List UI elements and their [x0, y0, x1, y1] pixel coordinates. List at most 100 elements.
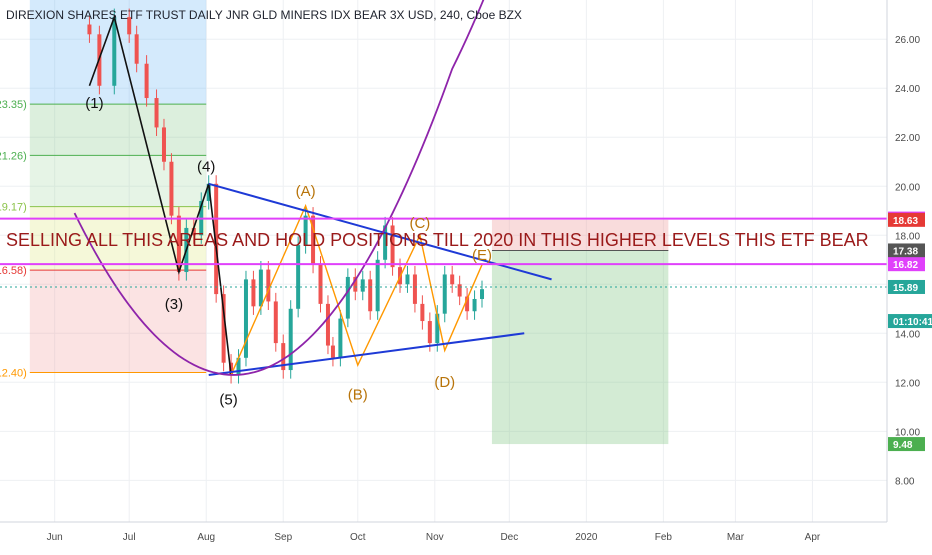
candle-body-22	[266, 269, 271, 302]
price-tag-bg-2	[888, 243, 925, 258]
candle-body-6	[144, 63, 149, 99]
candle-body-12	[191, 227, 196, 236]
wave-label-1: (3)	[165, 296, 183, 313]
x-tick-4: Oct	[350, 532, 366, 543]
candle-body-50	[472, 298, 477, 312]
candle-body-19	[243, 279, 248, 358]
candle-body-14	[206, 183, 211, 201]
y-tick-8: 24.00	[895, 84, 920, 95]
fib-label-3: 0.236(16.58)	[0, 265, 27, 277]
candle-body-18	[236, 357, 241, 375]
candle-body-21	[258, 269, 263, 307]
candle-body-45	[435, 313, 440, 344]
candle-body-30	[325, 303, 330, 346]
price-candles	[87, 8, 485, 384]
candle-body-51	[480, 289, 485, 299]
price-tag-bg-5	[888, 314, 932, 329]
lower-trendline	[208, 332, 525, 376]
x-tick-9: Mar	[727, 532, 745, 543]
price-tag-bg-1	[888, 212, 925, 227]
x-tick-5: Nov	[426, 532, 444, 543]
x-tick-10: Apr	[805, 532, 821, 543]
x-tick-6: Dec	[500, 532, 518, 543]
candle-body-36	[368, 279, 373, 312]
candle-body-42	[412, 274, 417, 304]
candle-body-33	[345, 276, 350, 319]
wave-label-3: (5)	[219, 391, 237, 408]
candle-body-28	[311, 215, 316, 265]
price-tag-bg-4	[888, 279, 925, 294]
risk-zone	[491, 219, 669, 251]
candle-body-46	[442, 274, 447, 314]
x-tick-7: 2020	[575, 532, 598, 543]
price-tag-6: 9.48	[893, 440, 913, 451]
fib-label-4: 0(12.40)	[0, 368, 27, 380]
candle-body-24	[281, 343, 286, 371]
candle-body-20	[251, 279, 256, 307]
wave-label-0: (1)	[85, 95, 103, 112]
price-tag-3: 16.82	[893, 260, 918, 271]
banner-text: SELLING ALL THIS AREAS AND HOLD POSITION…	[6, 230, 869, 250]
candle-body-27	[303, 215, 308, 246]
y-tick-2: 12.00	[895, 378, 920, 389]
fib-label-0: 0.618(23.35)	[0, 99, 27, 111]
y-tick-9: 26.00	[895, 35, 920, 46]
fib-zone-618	[29, 104, 207, 156]
candle-body-25	[288, 308, 293, 371]
x-tick-3: Sep	[274, 532, 292, 543]
candle-body-48	[457, 284, 462, 297]
candle-body-5	[134, 34, 139, 64]
fib-label-2: 0.382(19.17)	[0, 202, 27, 214]
impulse-wave-path	[88, 14, 232, 376]
candle-body-43	[420, 303, 425, 322]
chart-title: DIREXION SHARES ETF TRUST DAILY JNR GLD …	[6, 8, 522, 22]
candle-body-23	[273, 301, 278, 344]
candle-body-10	[176, 215, 181, 273]
wave-label-7: (D)	[434, 374, 455, 391]
wave-label-4: (A)	[296, 183, 316, 200]
candle-body-47	[450, 274, 455, 285]
price-tag-bg-6	[888, 437, 925, 452]
price-tag-bg-3	[888, 257, 925, 272]
price-tag-5: 01:10:41	[893, 317, 932, 328]
candle-body-15	[214, 183, 219, 295]
candle-body-16	[221, 294, 226, 363]
fib-zone-500	[29, 155, 207, 207]
y-tick-6: 20.00	[895, 182, 920, 193]
price-tag-2: 17.38	[893, 246, 918, 257]
candle-body-26	[296, 245, 301, 309]
candle-body-41	[405, 274, 410, 285]
candle-body-44	[427, 321, 432, 344]
fib-label-1: 0.5(21.26)	[0, 150, 27, 162]
reward-zone	[491, 250, 669, 445]
x-tick-8: Feb	[655, 532, 673, 543]
candle-body-37	[375, 259, 380, 312]
candle-body-7	[154, 98, 159, 128]
candle-body-38	[383, 225, 388, 260]
price-tag-4: 15.89	[893, 283, 918, 294]
fib-zone-top	[29, 0, 207, 105]
x-tick-1: Jul	[123, 532, 136, 543]
corrective-wave-path	[230, 203, 483, 376]
candle-body-4	[127, 17, 132, 35]
candle-body-31	[330, 345, 335, 358]
x-tick-2: Aug	[197, 532, 215, 543]
y-tick-3: 14.00	[895, 329, 920, 340]
y-axis-panel	[887, 0, 932, 550]
wave-label-5: (B)	[348, 386, 368, 403]
y-tick-7: 22.00	[895, 133, 920, 144]
y-tick-0: 8.00	[895, 476, 915, 487]
candle-body-3	[112, 17, 117, 86]
parabolic-arc	[73, 0, 485, 376]
wave-label-8: (E)	[472, 247, 492, 264]
wave-label-6: (C)	[409, 215, 430, 232]
candle-body-39	[390, 225, 395, 268]
y-tick-1: 10.00	[895, 427, 920, 438]
price-tag-1: 18.63	[893, 216, 918, 227]
candle-body-29	[318, 264, 323, 304]
candle-body-34	[353, 276, 358, 292]
candle-body-32	[338, 318, 343, 358]
